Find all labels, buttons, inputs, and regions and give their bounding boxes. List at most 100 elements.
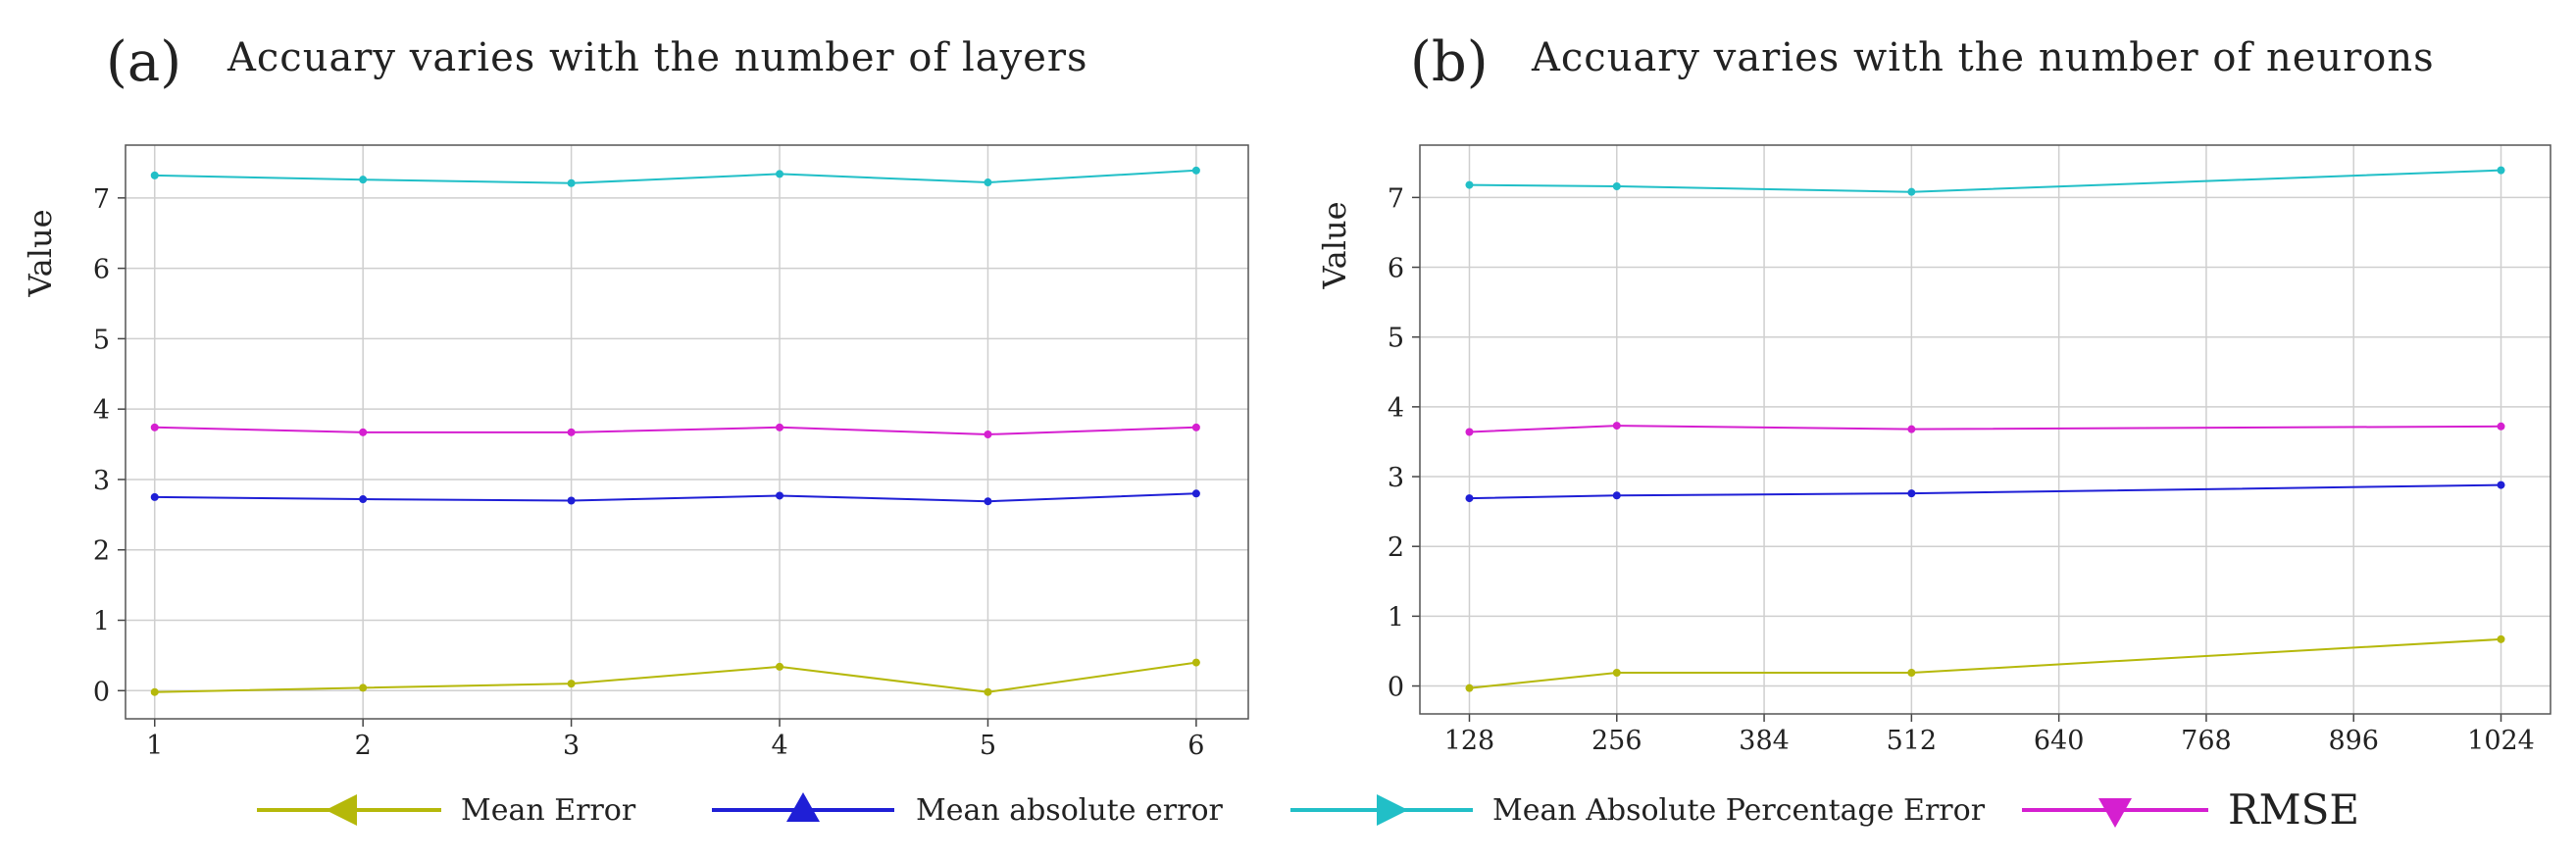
panel-b-label: (b) [1410, 30, 1489, 94]
legend-label-mean-error: Mean Error [461, 793, 636, 828]
panel-a-series-line-rmse [154, 426, 1196, 436]
panel-a-data-point-mean-absolute-error [1191, 489, 1200, 498]
legend-label-mape: Mean Absolute Percentage Error [1492, 793, 1986, 828]
panel-b-data-point-mape [1465, 180, 1474, 189]
panel-b-series-line-rmse [1469, 425, 2501, 433]
panel-b-plot-area: 128 256 384 512 640 768 896 1024 0 1 2 3 4 5 6 7 [1388, 144, 2551, 756]
panel-a-data-point-mean-error [567, 680, 576, 688]
panel-a-title: Accuary varies with the number of layers [227, 35, 1088, 80]
panel-a-axes-frame [125, 144, 1249, 720]
panel-a-data-point-rmse [984, 430, 992, 439]
panel-b-data-point-mean-absolute-error [1907, 489, 1916, 498]
panel-a-data-point-mape [567, 178, 576, 187]
panel-a-plot-area: 1 2 3 4 5 6 0 1 2 3 4 5 6 7 [93, 144, 1249, 761]
panel-a-x-tick-label: 4 [771, 731, 787, 761]
panel-b-x-tick-label: 1024 [2467, 726, 2535, 756]
panel-b-y-tick-label: 6 [1388, 254, 1404, 284]
panel-a-data-point-mean-error [1191, 658, 1200, 667]
panel-b-data-point-rmse [1612, 422, 1621, 430]
panel-a-y-tick-label: 5 [93, 325, 110, 355]
panel-a-y-tick-label: 4 [93, 395, 110, 426]
panel-b-data-point-rmse [1907, 425, 1916, 433]
panel-a-data-point-mean-error [359, 684, 368, 692]
panel-b-x-tick-label: 768 [2181, 726, 2232, 756]
panel-b-x-tick-label: 384 [1739, 726, 1790, 756]
panel-a-data-point-rmse [150, 423, 159, 431]
panel-a-data-point-mape [1191, 166, 1200, 175]
panel-b-series-line-mean-error [1469, 637, 2501, 689]
panel-a-x-tick-label: 2 [355, 731, 372, 761]
panel-a-series-line-mean-absolute-error [154, 492, 1196, 503]
panel-a-y-tick-label: 3 [93, 466, 110, 496]
panel-b-y-tick-label: 2 [1388, 532, 1404, 563]
legend-marker-triangle-left-icon [326, 794, 357, 826]
panel-a-data-point-rmse [776, 423, 784, 431]
legend: Mean Error Mean absolute error Mean Abso… [257, 785, 2359, 834]
panel-b-y-axis-label: Value [1316, 201, 1353, 289]
panel-a-data-point-mean-absolute-error [567, 496, 576, 505]
legend-item-rmse: RMSE [2022, 785, 2359, 834]
panel-b-data-point-rmse [2497, 422, 2505, 430]
panel-b-data-point-mean-error [1465, 684, 1474, 692]
panel-a-label: (a) [106, 30, 181, 94]
panel-b-title: Accuary varies with the number of neuron… [1531, 35, 2435, 80]
panel-b-data-point-mape [1612, 181, 1621, 190]
panel-a-x-tick-label: 1 [146, 731, 163, 761]
panel-a-data-point-mean-absolute-error [150, 492, 159, 501]
panel-a-data-point-mean-error [776, 662, 784, 671]
panel-a-data-point-mape [359, 176, 368, 184]
panel-b-data-point-mean-error [1907, 669, 1916, 678]
panel-b-x-tick-label: 128 [1444, 726, 1495, 756]
panel-a-data-point-rmse [567, 428, 576, 436]
panel-a-y-tick-label: 7 [93, 184, 110, 215]
panel-b: (b) Accuary varies with the number of ne… [1316, 30, 2551, 756]
panel-b-data-point-mape [1907, 187, 1916, 196]
panel-a-x-tick-label: 3 [563, 731, 580, 761]
panel-b-data-point-mean-absolute-error [1612, 491, 1621, 500]
panel-a-data-point-mean-error [150, 687, 159, 696]
panel-a-data-point-mean-absolute-error [776, 491, 784, 500]
legend-marker-triangle-right-icon [1377, 794, 1408, 826]
panel-b-y-tick-label: 7 [1388, 183, 1404, 214]
panel-b-data-point-mape [2497, 166, 2505, 175]
panel-b-y-tick-label: 1 [1388, 602, 1404, 633]
legend-marker-triangle-down-icon [2098, 798, 2132, 828]
panel-a-data-point-mape [776, 170, 784, 178]
legend-item-mean-absolute-error: Mean absolute error [712, 792, 1224, 828]
panel-b-data-point-mean-error [1612, 669, 1621, 678]
panel-a-y-tick-label: 2 [93, 536, 110, 567]
panel-a-data-point-mean-absolute-error [984, 497, 992, 506]
panel-b-data-point-mean-absolute-error [2497, 481, 2505, 489]
panel-a-data-point-rmse [1191, 423, 1200, 431]
panel-a-data-point-rmse [359, 428, 368, 436]
panel-a-y-axis-label: Value [22, 209, 59, 297]
panel-b-series-line-mean-absolute-error [1469, 483, 2501, 500]
legend-label-rmse: RMSE [2228, 785, 2359, 834]
panel-b-x-tick-label: 512 [1887, 726, 1938, 756]
panel-b-series-line-mape [1469, 169, 2501, 193]
panel-b-x-tick-label: 896 [2328, 726, 2379, 756]
panel-a-series-line-mean-error [154, 661, 1197, 693]
panel-b-y-tick-label: 4 [1388, 393, 1404, 424]
panel-a-data-point-mape [984, 178, 992, 187]
legend-item-mean-error: Mean Error [257, 793, 636, 828]
panel-a-data-point-mean-absolute-error [359, 495, 368, 504]
panel-a: (a) Accuary varies with the number of la… [22, 30, 1249, 761]
panel-b-y-tick-label: 5 [1388, 324, 1404, 354]
panel-b-x-tick-label: 256 [1591, 726, 1642, 756]
panel-b-data-point-mean-absolute-error [1465, 494, 1474, 503]
panel-b-data-point-rmse [1465, 428, 1474, 436]
panel-a-data-point-mean-error [984, 687, 992, 696]
panel-a-data-point-mape [150, 171, 159, 179]
panel-b-x-tick-label: 640 [2034, 726, 2085, 756]
panel-b-data-point-mean-error [2497, 634, 2505, 643]
panel-b-y-tick-label: 3 [1388, 463, 1404, 493]
panel-b-axes-frame [1419, 144, 2551, 715]
legend-label-mean-absolute-error: Mean absolute error [916, 793, 1224, 828]
panel-a-x-tick-label: 6 [1187, 731, 1204, 761]
panel-a-y-tick-label: 0 [93, 677, 110, 707]
panel-a-y-tick-label: 6 [93, 255, 110, 285]
panel-b-y-tick-label: 0 [1388, 673, 1404, 703]
panel-a-series-line-mape [154, 169, 1196, 184]
